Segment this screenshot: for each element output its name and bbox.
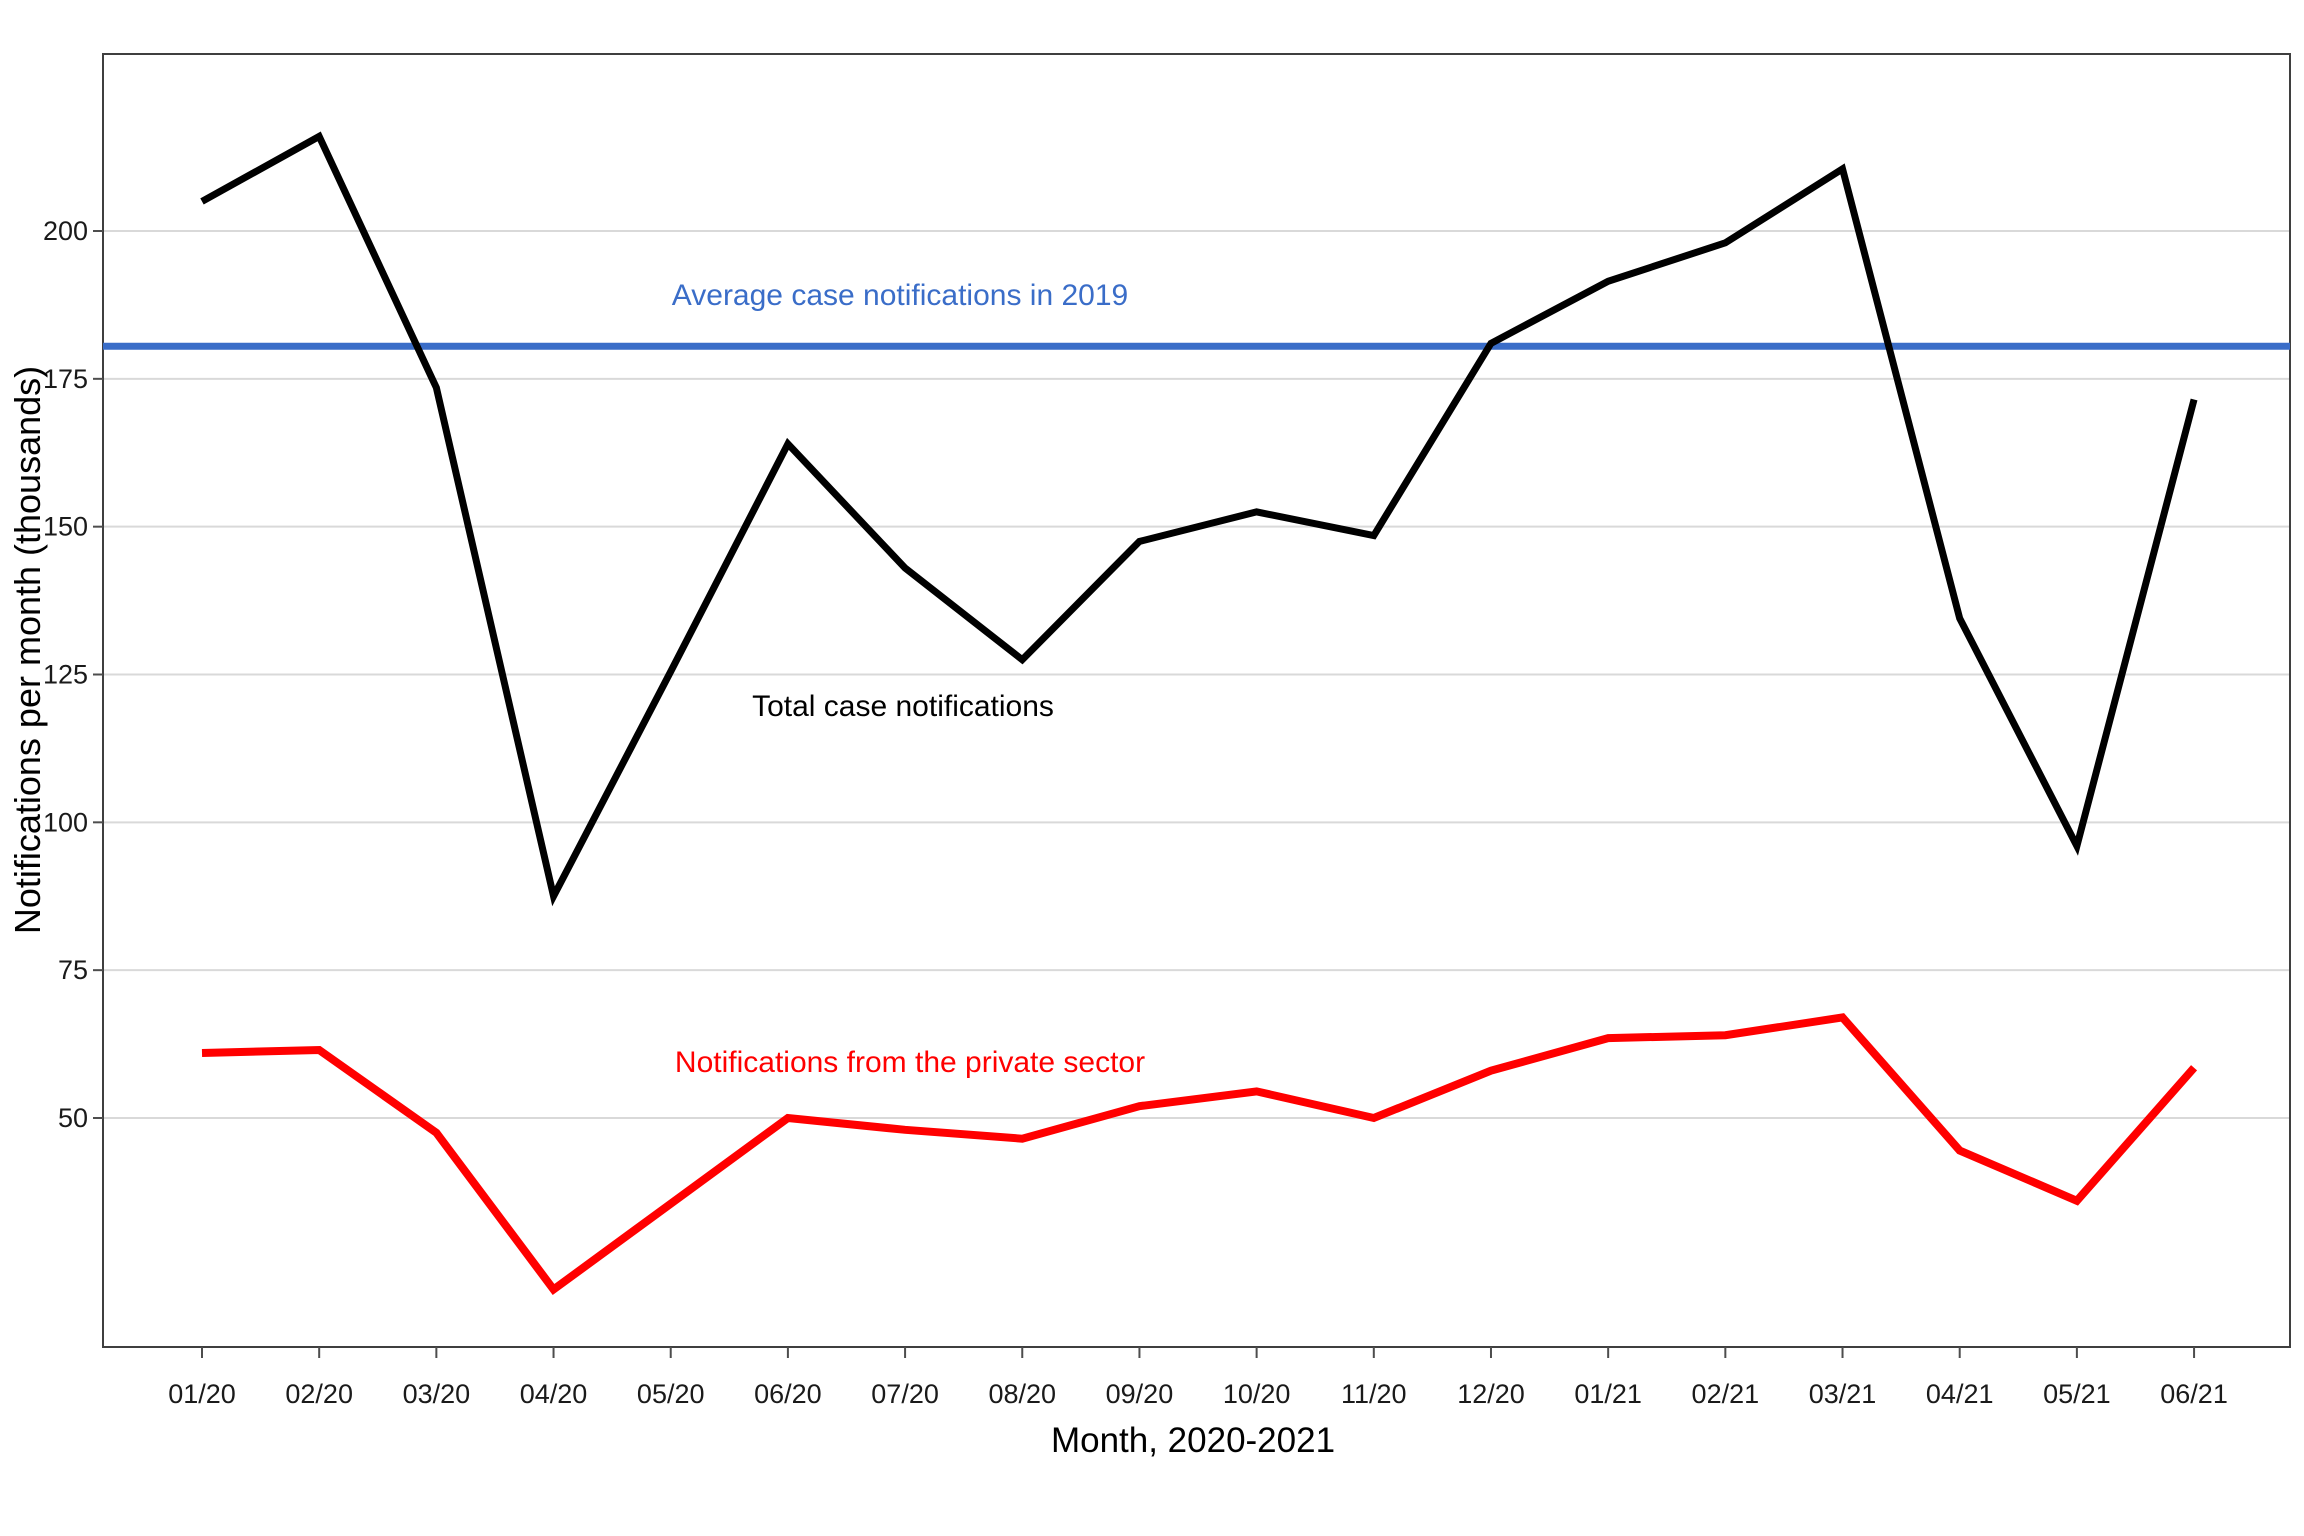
x-tick-label: 01/20 [168, 1379, 236, 1409]
x-tick-label: 09/20 [1106, 1379, 1174, 1409]
x-tick-label: 11/20 [1341, 1379, 1407, 1409]
x-tick-label: 05/21 [2043, 1379, 2111, 1409]
plot-border [102, 53, 2291, 1348]
x-tick-label: 03/20 [403, 1379, 471, 1409]
x-tick-label: 10/20 [1223, 1379, 1291, 1409]
series-line-total [200, 131, 2198, 907]
reference-line-label: Average case notifications in 2019 [671, 279, 1129, 312]
y-tick-label: 175 [43, 364, 88, 394]
x-tick-label: 04/21 [1926, 1379, 1994, 1409]
x-tick-label: 06/21 [2160, 1379, 2228, 1409]
series-line-private [201, 1013, 2198, 1296]
y-tick-label: 100 [43, 807, 88, 837]
x-tick-label: 05/20 [637, 1379, 705, 1409]
series-label-total: Total case notifications [752, 690, 1054, 723]
x-tick-label: 07/20 [871, 1379, 939, 1409]
x-axis-title: Month, 2020-2021 [1050, 1421, 1336, 1460]
x-tick-label: 02/20 [285, 1379, 353, 1409]
y-tick-label: 150 [43, 512, 88, 542]
series-label-private: Notifications from the private sector [674, 1046, 1146, 1079]
y-tick-label: 75 [58, 955, 88, 985]
y-tick-label: 125 [43, 659, 88, 689]
y-tick-label: 50 [58, 1103, 88, 1133]
x-tick-label: 03/21 [1809, 1379, 1877, 1409]
x-tick-label: 04/20 [520, 1379, 588, 1409]
x-tick-label: 12/20 [1457, 1379, 1525, 1409]
x-tick-label: 06/20 [754, 1379, 822, 1409]
y-tick-label: 200 [43, 216, 88, 246]
x-tick-label: 02/21 [1692, 1379, 1760, 1409]
y-axis-title: Notifications per month (thousands) [7, 365, 48, 935]
x-tick-label: 08/20 [988, 1379, 1056, 1409]
x-tick-label: 01/21 [1574, 1379, 1642, 1409]
